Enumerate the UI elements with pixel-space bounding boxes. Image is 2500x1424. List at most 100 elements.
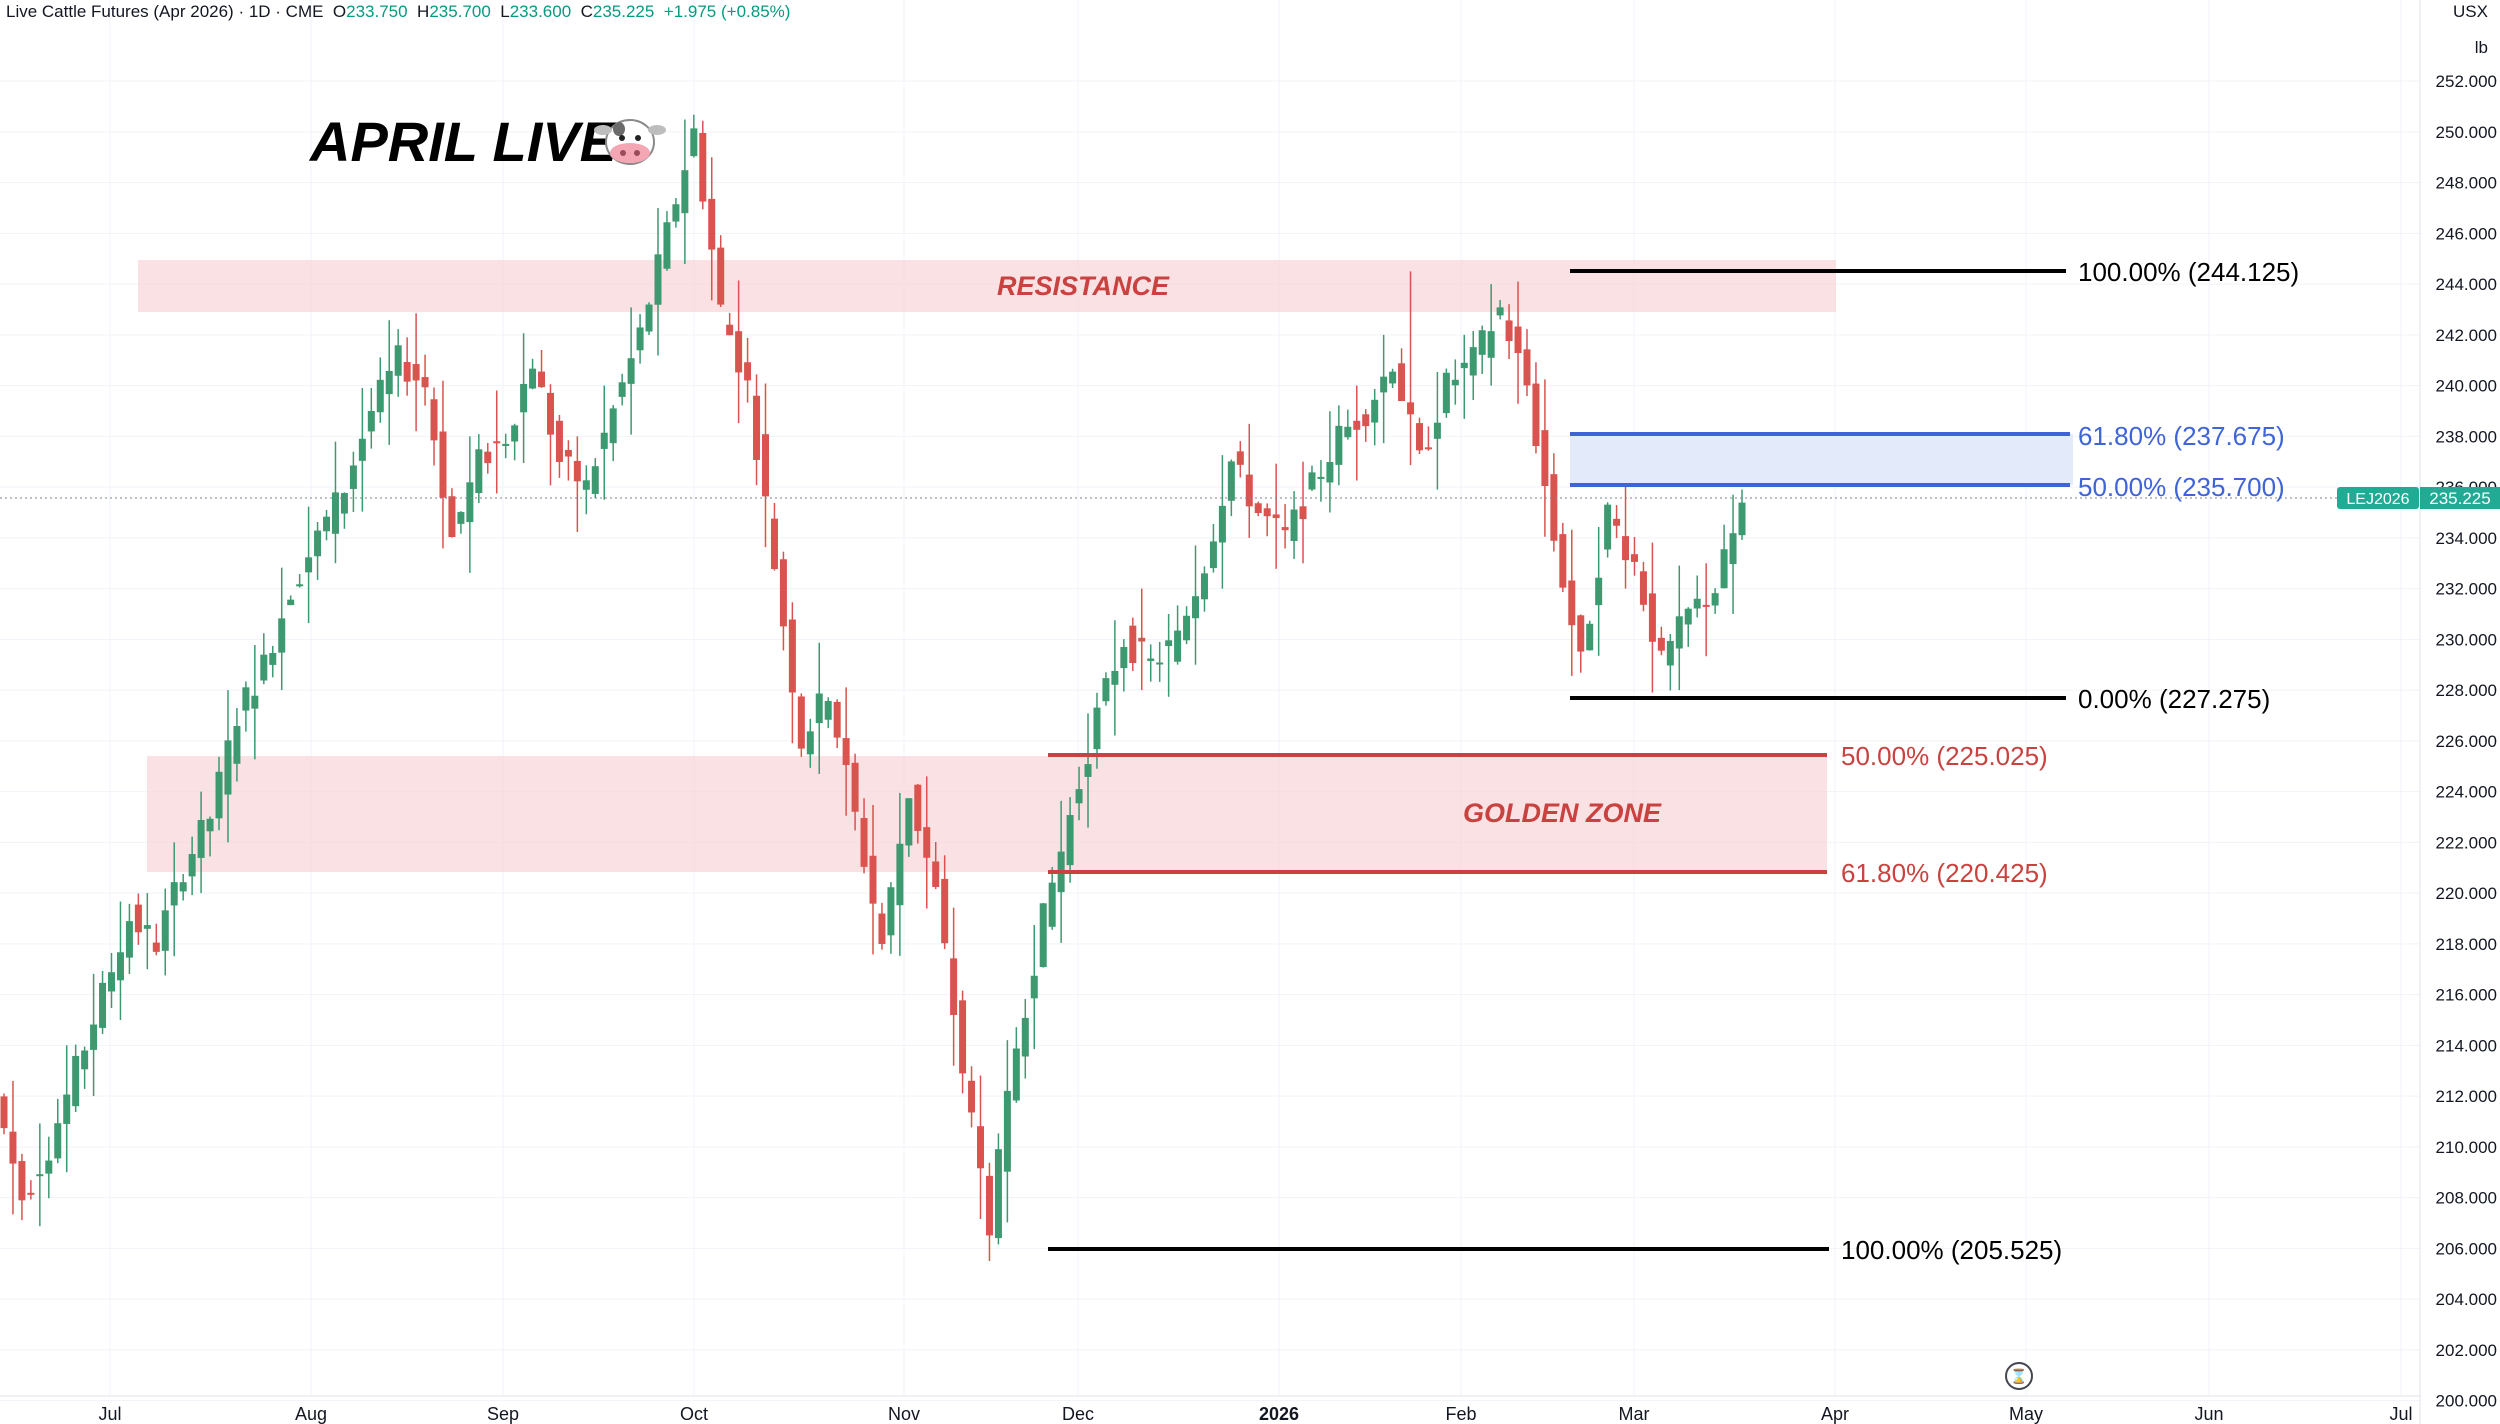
open-value: 233.750	[346, 2, 408, 21]
time-axis[interactable]: Jul Aug Sep Oct Nov Dec 2026 Feb Mar Apr May Jun Jul	[98, 1404, 2412, 1424]
candle-body	[869, 855, 877, 904]
price-tick-label: 206.000	[2436, 1239, 2497, 1258]
candle-body	[502, 443, 510, 446]
candle-body	[81, 1050, 89, 1070]
candle-body	[726, 324, 734, 336]
candle-body	[1308, 472, 1316, 490]
candle-body	[349, 465, 357, 489]
candle-body	[815, 693, 823, 724]
close-value: 235.225	[592, 2, 655, 21]
golden-zone[interactable]	[147, 756, 1827, 872]
candle-body	[1550, 474, 1558, 541]
candle-body	[941, 878, 949, 944]
candle-body	[466, 482, 474, 523]
candle-body	[63, 1094, 71, 1124]
candle-body	[1245, 474, 1253, 507]
price-tick-label: 232.000	[2436, 580, 2497, 599]
candle-body	[1093, 707, 1101, 750]
candle-body	[1102, 678, 1110, 702]
candle-body	[1380, 376, 1388, 393]
time-tick-label: Jul	[2389, 1404, 2412, 1424]
candle-body	[152, 942, 160, 952]
currency-label[interactable]: USX	[2453, 2, 2488, 21]
price-axis[interactable]: 200.000 202.000 204.000 206.000 208.000 210.0…	[2436, 72, 2497, 1411]
candle-body	[278, 618, 286, 653]
candle-body	[681, 170, 689, 214]
close-label: C	[580, 2, 593, 21]
time-tick-label: Apr	[1821, 1404, 1849, 1424]
candle-body	[9, 1131, 17, 1164]
candle-body	[36, 1174, 44, 1177]
candle-body	[950, 958, 958, 1015]
candle-body	[448, 496, 456, 538]
candle-body	[860, 818, 868, 867]
price-tick-label: 200.000	[2436, 1392, 2497, 1411]
fib-upper-50-label: 50.00% (235.700)	[2078, 472, 2285, 502]
candle-body	[1738, 502, 1746, 536]
candle-body	[54, 1123, 62, 1159]
time-range-button[interactable]: ⌛	[2005, 1362, 2033, 1390]
candle-body	[1362, 414, 1370, 427]
candle-body	[457, 512, 465, 524]
candle-body	[985, 1175, 993, 1236]
candle-body	[1702, 604, 1710, 607]
candle-body	[0, 1096, 8, 1129]
price-tick-label: 244.000	[2436, 275, 2497, 294]
candle-body	[358, 438, 366, 461]
candle-body	[99, 982, 107, 1028]
fib-lower-100-label: 100.00% (205.525)	[1841, 1235, 2062, 1265]
unit-label[interactable]: lb	[2474, 38, 2488, 57]
candle-body	[932, 861, 940, 887]
fib-upper-618-label: 61.80% (237.675)	[2078, 421, 2285, 451]
candle-body	[735, 331, 743, 373]
candle-body	[833, 701, 841, 738]
candle-body	[161, 910, 169, 951]
price-tick-label: 214.000	[2436, 1036, 2497, 1055]
price-tick-label: 238.000	[2436, 427, 2497, 446]
price-tick-label: 204.000	[2436, 1290, 2497, 1309]
candle-body	[1586, 623, 1594, 651]
candle-body	[1263, 508, 1271, 517]
candle-body	[1595, 577, 1603, 606]
candle-body	[206, 818, 214, 832]
candle-body	[1630, 554, 1638, 562]
candle-body	[824, 700, 832, 720]
candle-body	[108, 972, 116, 992]
price-tick-label: 250.000	[2436, 123, 2497, 142]
fib-lower-50-label: 50.00% (225.025)	[1841, 741, 2048, 771]
candle-body	[331, 492, 339, 534]
resistance-zone[interactable]	[138, 260, 1836, 312]
candle-body	[242, 687, 250, 711]
symbol-legend[interactable]: Live Cattle Futures (Apr 2026) · 1D · CM…	[6, 2, 790, 22]
candle-body	[116, 952, 124, 981]
resistance-label: RESISTANCE	[997, 271, 1170, 301]
candle-body	[1505, 320, 1513, 342]
high-label: H	[417, 2, 430, 21]
fib-upper-0-label: 0.00% (227.275)	[2078, 684, 2270, 714]
candle-body	[645, 304, 653, 332]
price-tick-label: 218.000	[2436, 935, 2497, 954]
candle-body	[1003, 1090, 1011, 1172]
candle-body	[1639, 571, 1647, 605]
candle-body	[1012, 1048, 1020, 1101]
candle-body	[1209, 541, 1217, 569]
candle-body	[1398, 363, 1406, 402]
fib-upper-band	[1570, 434, 2073, 485]
candle-body	[403, 362, 411, 382]
candle-body	[1147, 658, 1155, 661]
price-tick-label: 240.000	[2436, 377, 2497, 396]
time-tick-label: Oct	[680, 1404, 708, 1424]
candle-body	[394, 345, 402, 376]
chart-title-text[interactable]: APRIL LIVE	[308, 110, 619, 173]
price-tick-label: 242.000	[2436, 326, 2497, 345]
last-price-badge-bg	[2420, 487, 2500, 509]
cow-face-icon	[594, 119, 666, 165]
candle-body	[520, 383, 528, 413]
candle-body	[421, 377, 429, 388]
time-tick-label: Sep	[487, 1404, 519, 1424]
candle-body	[1066, 815, 1074, 866]
candle-body	[439, 431, 447, 498]
candle-body	[1514, 326, 1522, 354]
time-tick-label: Nov	[888, 1404, 920, 1424]
